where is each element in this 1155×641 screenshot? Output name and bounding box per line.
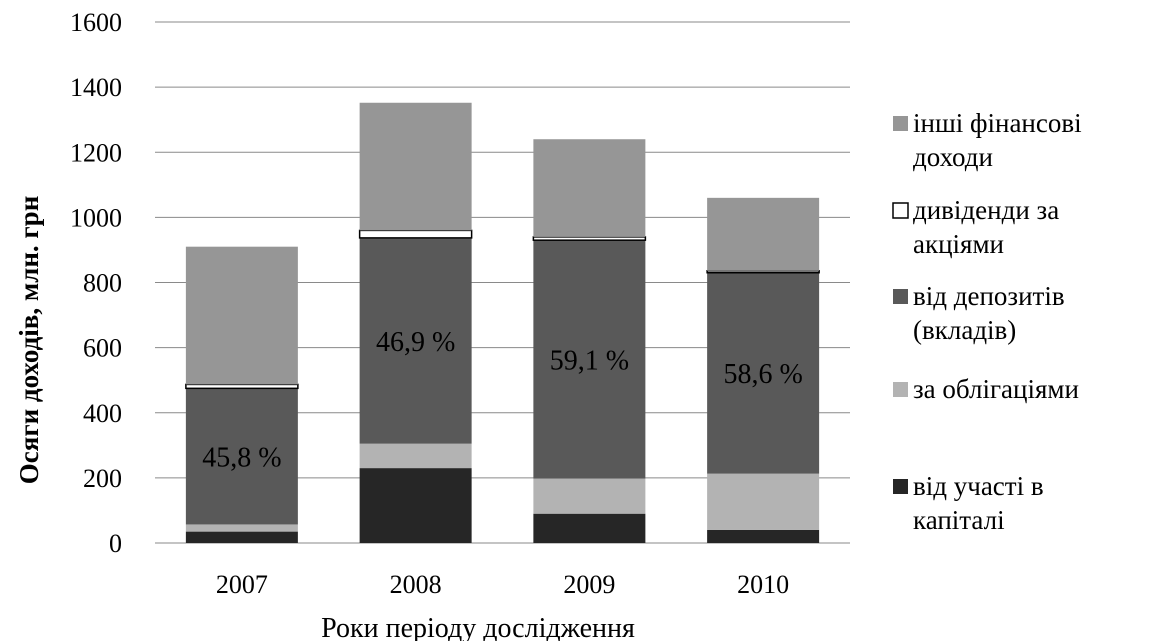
data-label: 45,8 % <box>202 442 281 473</box>
legend-label: дивіденди за <box>913 195 1059 225</box>
bar-segment <box>532 236 647 241</box>
bar-segment <box>707 529 820 543</box>
legend-label: за облігаціями <box>913 374 1079 404</box>
bar-segment <box>533 478 646 514</box>
legend-label: акціями <box>913 229 1004 259</box>
y-tick-label: 0 <box>109 529 122 558</box>
bar-segment <box>359 102 472 231</box>
y-tick-label: 400 <box>83 399 122 428</box>
x-tick-label: 2010 <box>737 570 789 599</box>
legend-swatch <box>893 289 908 304</box>
bar-segment <box>707 473 820 530</box>
legend-label: (вкладів) <box>913 315 1016 345</box>
y-tick-labels: 0 200 400 600 800 1000 1200 1400 1600 <box>70 8 122 558</box>
bar-segment <box>185 246 298 385</box>
legend-swatch <box>893 479 908 494</box>
legend: інші фінансові доходи дивіденди за акціями в… <box>892 108 1082 535</box>
data-label: 58,6 % <box>723 359 802 390</box>
x-axis-title: Роки періоду дослідження <box>321 613 635 641</box>
data-label: 59,1 % <box>550 345 629 376</box>
legend-label: доходи <box>913 142 993 172</box>
y-tick-label: 1200 <box>70 138 122 167</box>
y-tick-label: 1400 <box>70 73 122 102</box>
x-tick-label: 2007 <box>216 570 268 599</box>
bar-segment <box>706 270 820 274</box>
bar-segment <box>707 197 820 271</box>
data-labels: 45,8 % 46,9 % 59,1 % 58,6 % <box>202 327 803 474</box>
y-tick-label: 1600 <box>70 8 122 37</box>
legend-label: інші фінансові <box>913 108 1082 138</box>
data-label: 46,9 % <box>376 327 455 358</box>
legend-swatch <box>893 116 908 131</box>
y-axis-title: Осяги доходів, млн. грн <box>14 196 44 485</box>
x-tick-label: 2008 <box>390 570 442 599</box>
bar-segment <box>533 139 646 237</box>
x-tick-labels: 2007 2008 2009 2010 <box>216 570 789 599</box>
legend-swatch <box>892 202 909 219</box>
bar-segment <box>185 388 298 525</box>
bar-segment <box>359 237 472 444</box>
legend-swatch <box>893 382 908 397</box>
y-tick-label: 800 <box>83 269 122 298</box>
y-tick-label: 1000 <box>70 203 122 232</box>
legend-label: капіталі <box>913 505 1005 535</box>
y-tick-label: 200 <box>83 464 122 493</box>
bars <box>185 102 820 543</box>
bar-segment <box>533 240 646 479</box>
y-tick-label: 600 <box>83 334 122 363</box>
legend-label: від депозитів <box>913 281 1065 311</box>
bar-segment <box>359 468 472 543</box>
bar-segment <box>707 272 820 474</box>
bar-segment <box>533 513 646 543</box>
bar-segment <box>185 531 298 543</box>
x-tick-label: 2009 <box>563 570 615 599</box>
bar-segment <box>185 383 299 390</box>
bar-segment <box>359 443 472 469</box>
bar-segment <box>185 524 298 532</box>
bar-segment <box>358 229 473 239</box>
legend-label: від участі в <box>913 471 1044 501</box>
